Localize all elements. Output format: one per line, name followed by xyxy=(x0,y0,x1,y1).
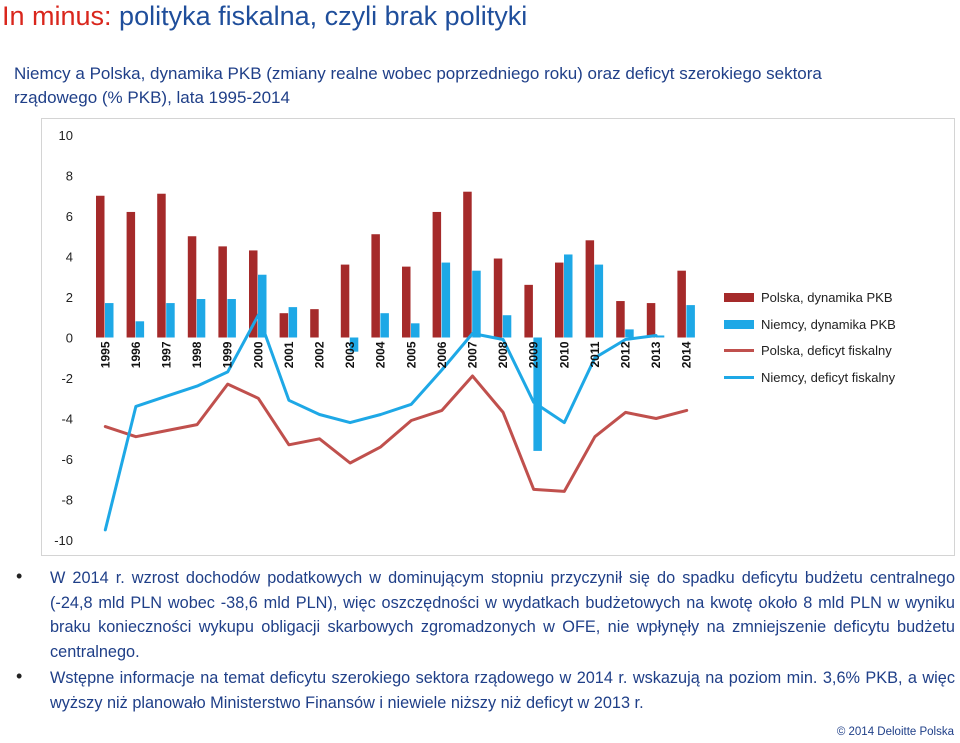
x-tick-label: 1997 xyxy=(160,341,174,368)
bar-polska-pkb xyxy=(187,236,197,338)
y-tick-label: 10 xyxy=(59,128,73,143)
bar-polska-pkb xyxy=(555,262,564,338)
bar-niemcy-pkb xyxy=(502,315,512,338)
x-tick-label: 1998 xyxy=(190,341,204,368)
bar-polska-pkb xyxy=(585,240,595,338)
legend-label: Niemcy, dynamika PKB xyxy=(761,316,896,332)
bar-niemcy-pkb xyxy=(349,337,359,352)
x-tick-label: 2000 xyxy=(251,341,265,368)
bar-niemcy-pkb xyxy=(564,254,573,338)
line-polska-deficyt xyxy=(103,374,689,493)
bar-niemcy-pkb xyxy=(655,335,665,338)
x-tick-label: 2009 xyxy=(527,341,541,368)
title-rest: polityka fiskalna, czyli brak polityki xyxy=(111,1,528,31)
legend-bar-swatch xyxy=(724,319,754,329)
y-tick-label: 4 xyxy=(66,250,73,265)
bar-polska-pkb xyxy=(371,234,380,338)
title-lead: In minus: xyxy=(2,1,112,31)
x-tick-label: 2006 xyxy=(435,341,449,368)
copyright: © 2014 Deloitte Polska xyxy=(836,726,954,738)
y-tick-label: -6 xyxy=(61,452,73,467)
bar-polska-pkb xyxy=(96,195,105,338)
legend-line-swatch xyxy=(724,349,754,352)
x-tick-label: 2014 xyxy=(680,341,694,368)
bar-polska-pkb xyxy=(432,211,442,338)
bullet-text: Wstępne informacje na temat deficytu sze… xyxy=(50,669,955,712)
bar-polska-pkb xyxy=(279,313,289,338)
bar-polska-pkb xyxy=(340,264,350,338)
x-tick-label: 2008 xyxy=(496,341,510,368)
x-tick-label: 2012 xyxy=(619,341,633,368)
bar-niemcy-pkb xyxy=(441,262,451,338)
legend-label: Polska, deficyt fiskalny xyxy=(761,343,892,358)
legend-bar-swatch xyxy=(724,293,754,302)
bar-niemcy-pkb xyxy=(258,274,267,338)
bar-polska-pkb xyxy=(524,284,533,338)
legend-label: Niemcy, deficyt fiskalny xyxy=(761,369,896,385)
bar-polska-pkb xyxy=(402,266,411,338)
bar-niemcy-pkb xyxy=(625,329,634,338)
y-tick-label: -8 xyxy=(61,493,73,508)
bar-polska-pkb xyxy=(249,250,258,338)
legend-item: Polska, deficyt fiskalny xyxy=(724,342,944,360)
y-tick-label: -4 xyxy=(61,412,73,427)
x-tick-label: 2007 xyxy=(466,341,480,368)
x-tick-label: 2003 xyxy=(343,341,357,368)
y-tick-label: 2 xyxy=(66,290,73,305)
x-tick-label: 2011 xyxy=(588,341,602,367)
x-tick-label: 1996 xyxy=(129,341,143,368)
bar-niemcy-pkb xyxy=(166,303,175,338)
bar-niemcy-pkb xyxy=(411,323,420,338)
bar-niemcy-pkb xyxy=(594,264,604,338)
bullet-text: W 2014 r. wzrost dochodów podatkowych w … xyxy=(50,569,955,661)
bar-niemcy-pkb xyxy=(380,313,389,338)
y-tick-label: 8 xyxy=(66,169,73,184)
legend-item: Polska, dynamika PKB xyxy=(724,289,944,307)
bar-niemcy-pkb xyxy=(533,337,542,451)
x-tick-label: 2001 xyxy=(282,341,296,368)
legend-line-swatch xyxy=(724,375,754,379)
chart-frame: -10 -8 -6 -4 -2 0 2 4 6 8 10 1995 1996 1997 1998 1999 20… xyxy=(41,118,955,556)
bar-niemcy-pkb xyxy=(196,299,206,338)
bullet-dot-icon: • xyxy=(16,566,23,586)
y-tick-label: -2 xyxy=(61,371,73,386)
legend-label: Polska, dynamika PKB xyxy=(761,290,893,305)
line-niemcy-deficyt xyxy=(103,313,658,532)
bar-polska-pkb xyxy=(616,301,625,338)
y-tick-label: 0 xyxy=(66,331,73,346)
x-tick-label: 2005 xyxy=(404,341,418,368)
bar-niemcy-pkb xyxy=(105,303,114,338)
bar-niemcy-pkb xyxy=(686,305,695,338)
bar-polska-pkb xyxy=(310,309,319,338)
x-tick-label: 2010 xyxy=(557,341,571,368)
bar-niemcy-pkb xyxy=(472,270,481,338)
bar-polska-pkb xyxy=(218,246,227,338)
bar-polska-pkb xyxy=(126,211,136,338)
y-tick-label: 6 xyxy=(66,209,73,224)
bullet-dot-icon: • xyxy=(16,666,23,686)
chart-subtitle: Niemcy a Polska, dynamika PKB (zmiany re… xyxy=(14,64,822,107)
bar-polska-pkb xyxy=(646,303,656,338)
bar-polska-pkb xyxy=(493,258,503,338)
bar-niemcy-pkb xyxy=(135,321,145,338)
bar-niemcy-pkb xyxy=(227,299,236,338)
slide-title: In minus: polityka fiskalna, czyli brak … xyxy=(2,0,527,32)
y-tick-label: -10 xyxy=(54,533,73,548)
x-tick-label: 2004 xyxy=(374,341,388,368)
bar-polska-pkb xyxy=(463,191,472,338)
x-tick-label: 1995 xyxy=(98,341,112,368)
x-tick-label: 2002 xyxy=(313,341,327,368)
bar-polska-pkb xyxy=(677,270,686,338)
legend-item: Niemcy, dynamika PKB xyxy=(724,316,944,334)
chart-svg: -10 -8 -6 -4 -2 0 2 4 6 8 10 1995 1996 1997 1998 1999 20… xyxy=(54,128,695,548)
legend-item: Niemcy, deficyt fiskalny xyxy=(724,369,944,387)
x-tick-label: 2013 xyxy=(649,341,663,368)
bar-niemcy-pkb xyxy=(288,307,298,338)
x-tick-label: 1999 xyxy=(221,341,235,368)
bar-polska-pkb xyxy=(157,193,166,338)
